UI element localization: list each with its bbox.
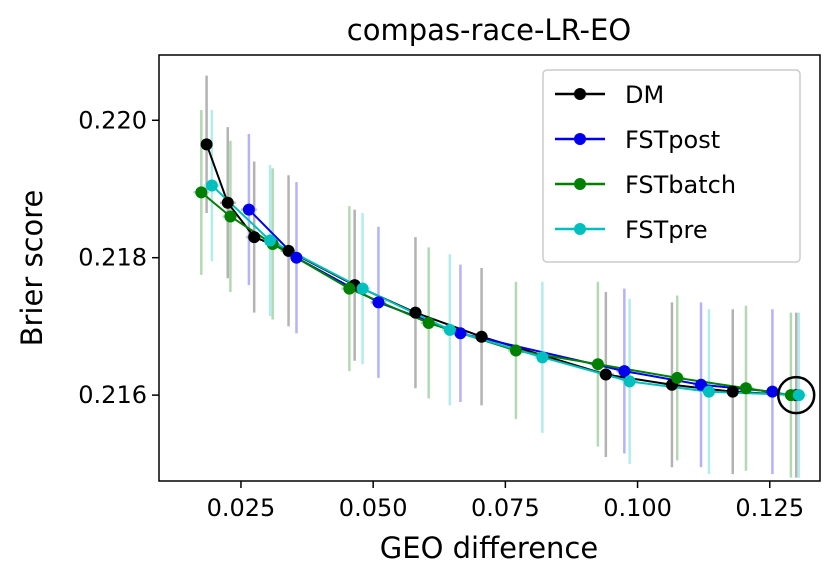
y-axis: 0.216 0.218 0.220 xyxy=(78,106,159,409)
fstpost-point xyxy=(454,327,467,340)
x-tick-label: 0.075 xyxy=(471,494,540,522)
fstbatch-point xyxy=(224,210,237,223)
fstpost-point xyxy=(766,385,779,398)
legend-fstpre-label: FSTpre xyxy=(625,216,708,244)
plot-area-frame xyxy=(158,54,821,482)
fstpost-point xyxy=(618,365,631,378)
x-axis: 0.025 0.050 0.075 0.100 0.125 xyxy=(207,481,804,522)
fstpost-point xyxy=(290,251,303,264)
y-tick-label: 0.220 xyxy=(78,106,147,134)
legend-dm-marker xyxy=(574,88,586,100)
x-tick-label: 0.125 xyxy=(735,494,804,522)
y-axis-label: Brier score xyxy=(15,190,49,347)
fstpre-point xyxy=(264,234,277,247)
fstpre-point xyxy=(702,385,715,398)
legend-fstpost-marker xyxy=(574,133,586,145)
legend-fstbatch-marker xyxy=(574,178,586,190)
fstbatch-point xyxy=(422,316,435,329)
fstbatch-point xyxy=(195,186,208,199)
fstpost-point xyxy=(372,296,385,309)
fstbatch-point xyxy=(739,382,752,395)
dm-point xyxy=(599,368,612,381)
fstpre-point xyxy=(443,323,456,336)
fstbatch-point xyxy=(509,344,522,357)
dm-point xyxy=(726,385,739,398)
legend-fstbatch-label: FSTbatch xyxy=(625,171,736,199)
y-tick-label: 0.218 xyxy=(78,244,147,272)
series-markers xyxy=(195,138,805,402)
fstpost-point xyxy=(695,378,708,391)
fstpre-point xyxy=(623,375,636,388)
dm-point xyxy=(221,196,234,209)
dm-point xyxy=(248,231,261,244)
x-tick-label: 0.100 xyxy=(603,494,672,522)
fstpre-point xyxy=(205,179,218,192)
dm-point xyxy=(409,306,422,319)
chart-title: compas-race-LR-EO xyxy=(347,13,631,47)
fstbatch-point xyxy=(591,358,604,371)
dm-point xyxy=(282,244,295,257)
x-tick-label: 0.025 xyxy=(207,494,276,522)
optimum-circle-marker xyxy=(776,375,816,415)
fstpre-point xyxy=(536,351,549,364)
y-tick-label: 0.216 xyxy=(78,381,147,409)
fstpost-point xyxy=(242,203,255,216)
legend-fstpost-label: FSTpost xyxy=(625,126,720,154)
dm-point xyxy=(200,138,213,151)
legend: DM FSTpost FSTbatch FSTpre xyxy=(542,69,801,263)
legend-dm-label: DM xyxy=(625,81,664,109)
fstbatch-point xyxy=(671,371,684,384)
fstbatch-point xyxy=(343,282,356,295)
dm-point xyxy=(475,330,488,343)
fstpre-point xyxy=(356,282,369,295)
fstpre-point xyxy=(792,389,805,402)
legend-frame xyxy=(542,69,801,263)
x-axis-label: GEO difference xyxy=(380,531,598,565)
x-tick-label: 0.050 xyxy=(339,494,408,522)
legend-fstpre-marker xyxy=(574,223,586,235)
